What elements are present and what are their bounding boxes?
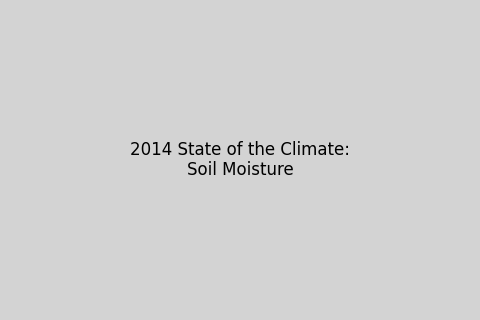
Text: 2014 State of the Climate:
Soil Moisture: 2014 State of the Climate: Soil Moisture [130, 140, 350, 180]
